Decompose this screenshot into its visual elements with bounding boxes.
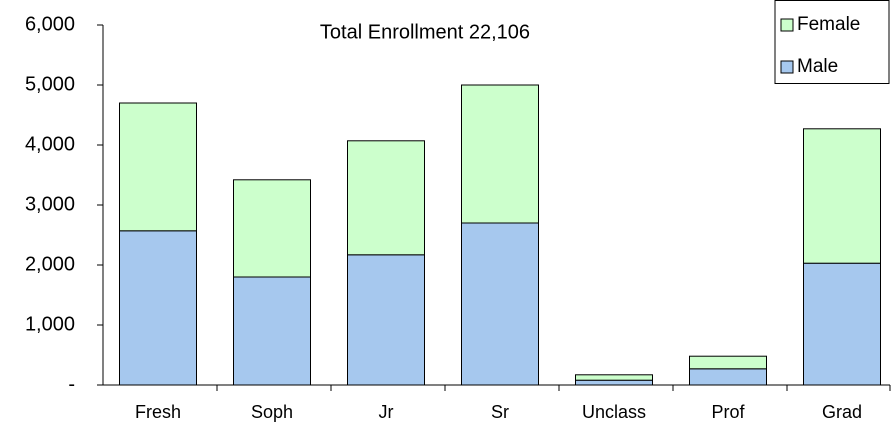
bar-segment: [803, 128, 881, 264]
legend-swatch: [780, 18, 794, 32]
chart-title: Total Enrollment 22,106: [320, 21, 530, 43]
y-tick-label: 5,000: [25, 73, 75, 95]
bar-segment: [461, 222, 539, 386]
y-tick-label: -: [68, 373, 75, 395]
y-tick-label: 3,000: [25, 193, 75, 215]
x-tick-label: Grad: [822, 402, 862, 422]
bar-segment: [575, 374, 653, 381]
legend-box: [774, 0, 890, 84]
x-tick-label: Sr: [491, 402, 509, 422]
bar-segment: [575, 379, 653, 386]
bar-segment: [689, 368, 767, 386]
bar-segment: [803, 262, 881, 386]
y-tick-label: 6,000: [25, 13, 75, 35]
bar-segment: [461, 84, 539, 224]
x-tick-label: Fresh: [135, 402, 181, 422]
legend-swatch: [780, 60, 794, 74]
x-tick-label: Soph: [251, 402, 293, 422]
legend-label: Female: [797, 14, 860, 35]
legend-label: Male: [797, 56, 838, 77]
bar-segment: [233, 276, 311, 386]
y-tick-label: 2,000: [25, 253, 75, 275]
bar-segment: [233, 179, 311, 278]
x-tick-label: Jr: [379, 402, 394, 422]
bar-segment: [119, 230, 197, 386]
bar-segment: [119, 102, 197, 232]
bar-segment: [689, 355, 767, 370]
y-tick-label: 1,000: [25, 313, 75, 335]
x-tick-label: Prof: [711, 402, 745, 422]
x-tick-label: Unclass: [582, 402, 646, 422]
y-tick-label: 4,000: [25, 133, 75, 155]
bar-segment: [347, 254, 425, 386]
bar-segment: [347, 140, 425, 256]
